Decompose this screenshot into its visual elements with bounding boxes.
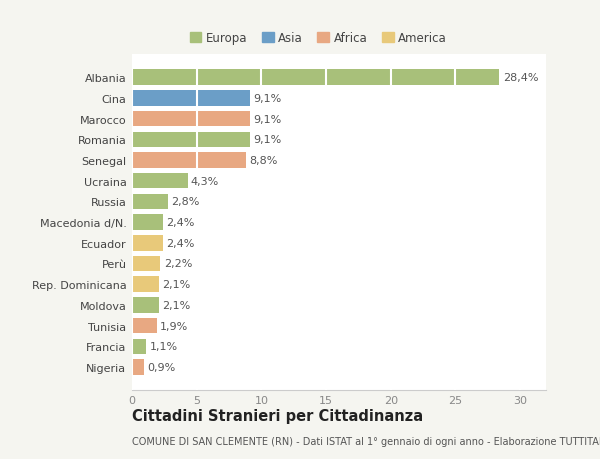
Text: 0,9%: 0,9%	[147, 362, 175, 372]
Text: 9,1%: 9,1%	[253, 135, 281, 145]
Bar	[132, 70, 499, 86]
Text: 2,4%: 2,4%	[166, 218, 194, 228]
Text: 28,4%: 28,4%	[503, 73, 538, 83]
Bar	[132, 194, 168, 210]
Text: 1,1%: 1,1%	[149, 341, 178, 352]
Text: 9,1%: 9,1%	[253, 114, 281, 124]
Text: 2,4%: 2,4%	[166, 238, 194, 248]
Text: 2,1%: 2,1%	[163, 300, 191, 310]
Text: COMUNE DI SAN CLEMENTE (RN) - Dati ISTAT al 1° gennaio di ogni anno - Elaborazio: COMUNE DI SAN CLEMENTE (RN) - Dati ISTAT…	[132, 436, 600, 446]
Bar	[132, 339, 146, 354]
Bar	[132, 318, 157, 334]
Text: 2,1%: 2,1%	[163, 280, 191, 290]
Text: 8,8%: 8,8%	[249, 156, 277, 166]
Bar	[132, 297, 159, 313]
Bar	[132, 256, 160, 272]
Text: 9,1%: 9,1%	[253, 94, 281, 104]
Text: 4,3%: 4,3%	[191, 176, 219, 186]
Bar	[132, 235, 163, 251]
Bar	[132, 277, 159, 292]
Bar	[132, 132, 250, 148]
Bar	[132, 112, 250, 127]
Text: 2,8%: 2,8%	[172, 197, 200, 207]
Bar	[132, 91, 250, 106]
Text: 2,2%: 2,2%	[164, 259, 192, 269]
Bar	[132, 215, 163, 230]
Bar	[132, 153, 246, 168]
Text: 1,9%: 1,9%	[160, 321, 188, 331]
Legend: Europa, Asia, Africa, America: Europa, Asia, Africa, America	[185, 28, 452, 50]
Bar	[132, 359, 143, 375]
Text: Cittadini Stranieri per Cittadinanza: Cittadini Stranieri per Cittadinanza	[132, 409, 423, 424]
Bar	[132, 174, 188, 189]
